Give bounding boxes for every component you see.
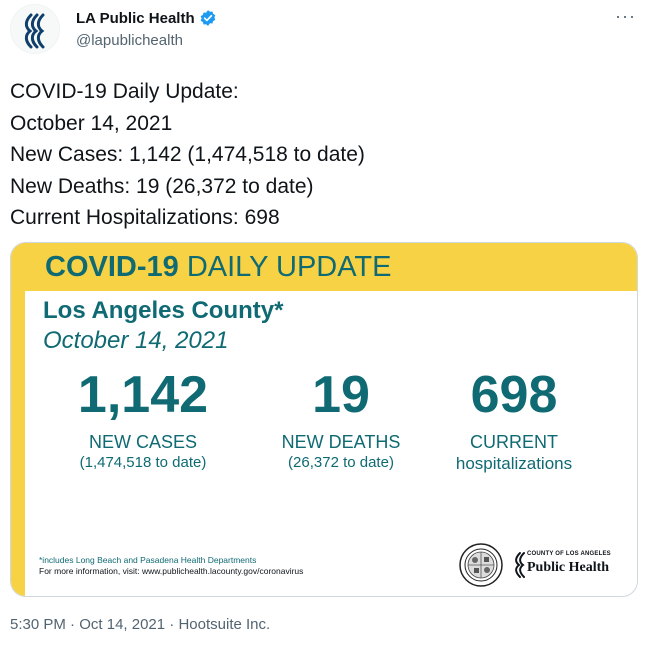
tweet-line: New Cases: 1,142 (1,474,518 to date) (10, 143, 365, 166)
tweet-time-link[interactable]: 5:30 PM (10, 616, 66, 633)
tweet-header: LA Public Health @lapublichealth ··· (10, 4, 640, 64)
logo-county-text: COUNTY OF LOS ANGELES (527, 551, 611, 557)
tweet-source-link[interactable]: Hootsuite Inc. (178, 616, 271, 633)
stat-label: CURRENT (470, 432, 558, 452)
card-footnote: *includes Long Beach and Pasadena Health… (39, 555, 303, 577)
display-name[interactable]: LA Public Health (76, 9, 195, 27)
card-banner: COVID-19 DAILY UPDATE (11, 243, 637, 291)
county-seal-icon (459, 543, 503, 587)
stat-hospitalizations: 698 CURRENT hospitalizations (429, 367, 599, 474)
tweet-meta: 5:30 PM · Oct 14, 2021 · Hootsuite Inc. (10, 616, 270, 633)
tweet-line: Current Hospitalizations: 698 (10, 206, 280, 229)
more-options-icon[interactable]: ··· (615, 6, 636, 26)
tweet-line: New Deaths: 19 (26,372 to date) (10, 174, 314, 198)
more-info-text: For more information, visit: www.publich… (39, 566, 304, 576)
banner-title: COVID-19 DAILY UPDATE (45, 251, 392, 284)
banner-title-bold: COVID-19 (45, 251, 179, 283)
footnote-text: *includes Long Beach and Pasadena Health… (39, 555, 257, 565)
meta-separator: · (65, 616, 80, 633)
card-county: Los Angeles County* (43, 297, 284, 324)
card-side-bar (11, 243, 25, 596)
meta-separator: · (165, 616, 179, 633)
public-health-logo: COUNTY OF LOS ANGELES Public Health (511, 547, 623, 583)
stat-new-deaths: 19 NEW DEATHS (26,372 to date) (266, 367, 416, 472)
tweet-line: COVID-19 Daily Update: (10, 80, 239, 103)
stat-label: NEW CASES (88, 432, 198, 452)
name-row: LA Public Health (76, 9, 217, 27)
stat-value: 698 (470, 366, 558, 424)
media-image-card[interactable]: COVID-19 DAILY UPDATE Los Angeles County… (10, 242, 638, 597)
stat-value: 1,142 (77, 366, 209, 424)
public-health-mark-icon (515, 552, 525, 578)
stat-value: 19 (312, 366, 370, 424)
stat-label: NEW DEATHS (281, 432, 401, 452)
stat-sub: (26,372 to date) (288, 454, 394, 471)
la-public-health-logo-icon (24, 13, 45, 49)
stat-sub: (1,474,518 to date) (79, 454, 207, 471)
handle[interactable]: @lapublichealth (76, 32, 183, 49)
tweet-text: COVID-19 Daily Update: October 14, 2021 … (10, 76, 630, 234)
banner-title-rest: DAILY UPDATE (178, 251, 392, 283)
stat-sub: hospitalizations (455, 454, 573, 473)
logo-public-health-text: Public Health (527, 560, 610, 575)
card-date: October 14, 2021 (43, 327, 229, 354)
tweet-date-link[interactable]: Oct 14, 2021 (79, 616, 166, 633)
avatar[interactable] (10, 4, 60, 54)
tweet-line: October 14, 2021 (10, 111, 173, 135)
verified-badge-icon (200, 10, 215, 26)
stat-new-cases: 1,142 NEW CASES (1,474,518 to date) (53, 367, 233, 472)
